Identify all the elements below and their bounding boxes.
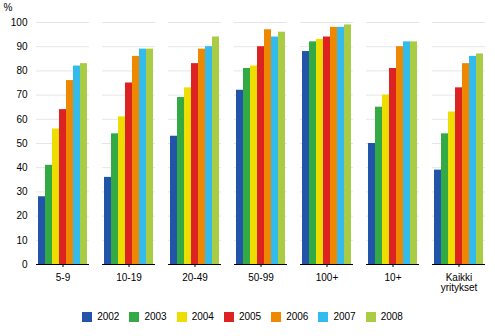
svg-text:30: 30: [16, 186, 28, 197]
html-text:2002: 2002: [97, 311, 120, 322]
svg-text:70: 70: [16, 89, 28, 100]
html-text:2007: 2007: [333, 311, 356, 322]
html-text:2005: 2005: [238, 311, 262, 322]
svg-text:40: 40: [16, 162, 28, 173]
svg-text:5-9: 5-9: [56, 272, 71, 283]
html-text:2008: 2008: [380, 311, 403, 322]
svg-text:10-19: 10-19: [116, 272, 142, 283]
html-text:2004: 2004: [191, 311, 214, 322]
svg-text:60: 60: [16, 114, 28, 125]
svg-text:Kaikkiyritykset: Kaikkiyritykset: [441, 272, 478, 293]
svg-text:100: 100: [11, 17, 28, 28]
svg-text:20: 20: [16, 210, 28, 221]
svg-text:10+: 10+: [385, 272, 402, 283]
svg-text:90: 90: [16, 41, 28, 52]
html-text:2006: 2006: [286, 311, 309, 322]
svg-text:%: %: [4, 2, 13, 13]
svg-text:100+: 100+: [316, 272, 339, 283]
svg-text:10: 10: [16, 235, 28, 246]
svg-text:50-99: 50-99: [248, 272, 274, 283]
svg-text:80: 80: [16, 65, 28, 76]
svg-text:0: 0: [22, 259, 28, 270]
html-text:2003: 2003: [144, 311, 167, 322]
svg-text:20-49: 20-49: [182, 272, 208, 283]
svg-text:50: 50: [16, 138, 28, 149]
